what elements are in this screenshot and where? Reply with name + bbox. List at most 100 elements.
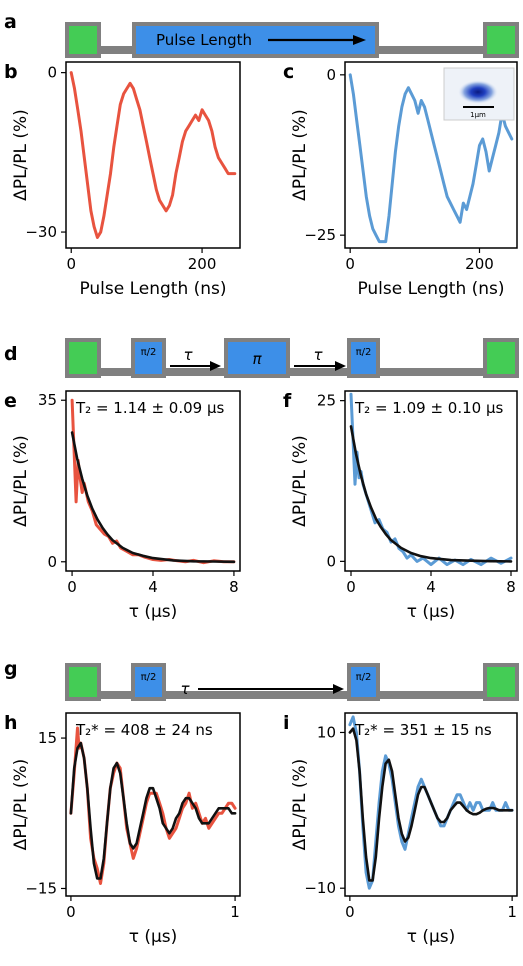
laser-spot (458, 80, 498, 104)
y-tick-label-h: 15 (38, 729, 57, 747)
panel-label-i: i (283, 712, 290, 734)
y-tick-label-c: −25 (304, 226, 336, 244)
chart-panel-h: h 0 1 15 −15 τ (μs) ΔPL/PL (%) T₂* = 408 ± 24 n… (4, 712, 241, 947)
x-tick-label-f: 8 (506, 578, 516, 596)
chart-panel-b: b 0 200 0 −30 Pulse Length (ns) ΔPL/PL (%) (4, 61, 241, 299)
pi-half-pulse-1 (131, 663, 166, 701)
series-line-h-data (69, 726, 237, 885)
series-line-c-data (348, 73, 514, 244)
panel-label-d: d (4, 343, 18, 365)
y-axis-label-b: ΔPL/PL (%) (11, 109, 31, 201)
y-tick-label-c: 0 (326, 66, 336, 84)
pi-half-label-1: π/2 (141, 347, 157, 358)
laser-pulse-end (483, 22, 519, 58)
panel-label-b: b (4, 61, 18, 83)
y-tick-label-f: 0 (326, 552, 336, 570)
pi-half-label-1: π/2 (141, 672, 157, 683)
tau-arrowhead (333, 684, 344, 694)
laser-pulse-start (65, 338, 101, 378)
chart-panel-c: c 0 200 0 −25 Pulse Length (ns) ΔPL/PL (%) (283, 61, 518, 299)
pi-half-label-2: π/2 (356, 347, 372, 358)
pi-pulse (224, 338, 290, 378)
pi-half-pulse-1 (131, 338, 166, 378)
laser-pulse-start (65, 22, 101, 58)
pulse-length-label: Pulse Length (156, 31, 252, 49)
panel-label-c: c (283, 61, 294, 83)
panel-label-e: e (4, 390, 17, 412)
x-tick-label-e: 4 (148, 578, 158, 596)
tau-label: τ (180, 680, 190, 698)
series-line-e-fit (70, 431, 236, 564)
x-tick-label-c: 200 (465, 255, 494, 273)
sequence-g-track (66, 691, 516, 699)
series-line-f-fit (349, 425, 513, 563)
pulse-length-arrowhead (353, 35, 366, 45)
series-line-f-data (349, 392, 513, 567)
plot-frame-i (344, 712, 518, 897)
y-tick-label-e: 0 (47, 553, 57, 571)
pi-half-label-2: π/2 (356, 672, 372, 683)
microwave-pulse-length (132, 22, 379, 58)
y-tick-label-f: 25 (317, 392, 336, 410)
x-tick-label-i: 1 (507, 903, 517, 921)
x-axis-label-e: τ (μs) (129, 602, 178, 622)
sequence-a: a Pulse Length (4, 11, 519, 58)
series-line-e-data (70, 398, 236, 565)
x-tick-label-c: 0 (345, 255, 355, 273)
fit-annotation-i: T₂* = 351 ± 15 ns (354, 721, 492, 739)
tau-arrowhead-1 (210, 361, 221, 371)
sequence-d: d π/2 τ π τ π/2 (4, 338, 519, 378)
tau-label-1: τ (183, 346, 193, 364)
pi-label: π (252, 350, 262, 368)
laser-pulse-end (483, 338, 519, 378)
x-axis-label-h: τ (μs) (129, 927, 178, 947)
x-tick-label-b: 200 (188, 255, 217, 273)
fit-annotation-f: T₂ = 1.09 ± 0.10 μs (354, 399, 503, 417)
tau-arrowhead-2 (335, 361, 346, 371)
plot-frame-c (344, 61, 518, 249)
plot-frame-h (65, 712, 241, 897)
plot-frame-f (344, 390, 518, 572)
chart-panels: b 0 200 0 −30 Pulse Length (ns) ΔPL/PL (%) c 0 20… (4, 61, 518, 947)
x-axis-label-i: τ (μs) (407, 927, 456, 947)
pi-half-pulse-2 (347, 338, 380, 378)
fit-annotation-h: T₂* = 408 ± 24 ns (75, 721, 213, 739)
y-axis-label-f: ΔPL/PL (%) (290, 435, 310, 527)
inset-microscope-image: 1μm (443, 67, 515, 121)
x-tick-label-e: 8 (229, 578, 239, 596)
x-tick-label-h: 0 (66, 903, 76, 921)
x-axis-label-c: Pulse Length (ns) (357, 279, 504, 299)
sequence-d-track (66, 368, 516, 376)
y-tick-label-h: −15 (25, 879, 57, 897)
y-tick-label-i: 10 (317, 723, 336, 741)
x-axis-label-f: τ (μs) (407, 602, 456, 622)
chart-panel-e: e 0 4 8 35 0 τ (μs) ΔPL/PL (%) T₂ = 1.14 ± 0.09 … (4, 390, 241, 622)
pi-half-pulse-2 (347, 663, 380, 701)
x-tick-label-h: 1 (230, 903, 240, 921)
y-tick-label-b: −30 (25, 223, 57, 241)
x-tick-label-b: 0 (66, 255, 76, 273)
panel-label-f: f (283, 390, 292, 412)
chart-panel-i: i 0 1 10 −10 τ (μs) ΔPL/PL (%) T₂* = 351 ± 15 n… (283, 712, 518, 947)
scale-bar-label: 1μm (470, 111, 486, 119)
panel-label-a: a (4, 11, 17, 33)
plot-frame-e (65, 390, 241, 572)
series-line-b-data (69, 71, 237, 239)
x-tick-label-f: 4 (426, 578, 436, 596)
series-line-i-fit (348, 727, 514, 882)
panel-label-g: g (4, 658, 18, 680)
x-axis-label-b: Pulse Length (ns) (79, 279, 226, 299)
fit-annotation-e: T₂ = 1.14 ± 0.09 μs (75, 399, 224, 417)
y-axis-label-i: ΔPL/PL (%) (290, 759, 310, 851)
y-axis-label-e: ΔPL/PL (%) (11, 435, 31, 527)
chart-panel-f: f 0 4 8 25 0 τ (μs) ΔPL/PL (%) T₂ = 1.09 ± 0.10 … (283, 390, 518, 622)
y-axis-label-c: ΔPL/PL (%) (290, 109, 310, 201)
y-tick-label-b: 0 (47, 64, 57, 82)
x-tick-label-f: 0 (346, 578, 356, 596)
laser-pulse-end (483, 663, 519, 701)
x-tick-label-e: 0 (67, 578, 77, 596)
tau-label-2: τ (313, 346, 323, 364)
panel-label-h: h (4, 712, 18, 734)
plot-frame-b (65, 61, 241, 249)
laser-pulse-start (65, 663, 101, 701)
